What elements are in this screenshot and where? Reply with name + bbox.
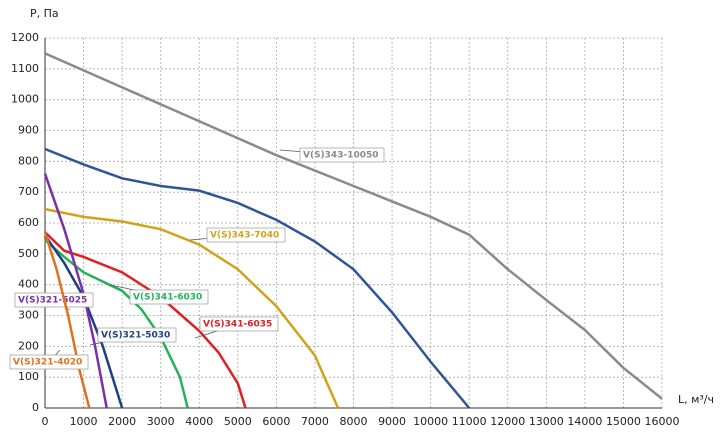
x-tick-label: 3000: [147, 415, 175, 428]
y-tick-label: 400: [18, 278, 39, 291]
y-tick-label: 900: [18, 124, 39, 137]
x-tick-label: 9000: [378, 415, 406, 428]
y-tick-label: 0: [32, 401, 39, 414]
y-tick-label: 300: [18, 309, 39, 322]
x-tick-label: 1000: [70, 415, 98, 428]
y-tick-label: 1100: [11, 62, 39, 75]
series-line: [43, 231, 91, 409]
y-tick-label: 100: [18, 370, 39, 383]
series-label: V(S)341-6030: [133, 293, 202, 303]
series-label: V(S)321-4020: [13, 358, 82, 368]
x-tick-label: 6000: [262, 415, 290, 428]
y-tick-label: 700: [18, 185, 39, 198]
x-tick-label: 5000: [224, 415, 252, 428]
y-tick-label: 1200: [11, 31, 39, 44]
x-tick-label: 12000: [490, 415, 525, 428]
x-tick-label: 10000: [413, 415, 448, 428]
label-box: [206, 227, 286, 243]
x-tick-label: 4000: [185, 415, 213, 428]
y-axis-label: P, Па: [30, 7, 59, 20]
x-tick-label: 14000: [567, 415, 602, 428]
series-label: V(S)343-7040: [210, 231, 279, 241]
x-tick-label: 15000: [606, 415, 641, 428]
y-tick-label: 500: [18, 247, 39, 260]
x-tick-label: 7000: [301, 415, 329, 428]
series-line: [44, 207, 340, 409]
series-line: [44, 52, 663, 400]
label-box: [97, 327, 177, 343]
label-box: [129, 289, 209, 305]
x-tick-label: 8000: [340, 415, 368, 428]
series-line: [44, 147, 471, 409]
series-label: V(S)343-10050: [303, 151, 379, 161]
label-box: [9, 354, 89, 370]
x-tick-label: 0: [42, 415, 49, 428]
label-box: [299, 147, 385, 163]
label-box: [199, 316, 279, 332]
y-tick-label: 200: [18, 339, 39, 352]
y-tick-label: 600: [18, 216, 39, 229]
x-tick-label: 11000: [452, 415, 487, 428]
x-tick-label: 2000: [108, 415, 136, 428]
y-tick-label: 1000: [11, 93, 39, 106]
x-tick-label: 13000: [529, 415, 564, 428]
y-tick-label: 800: [18, 154, 39, 167]
x-axis-label: L, м³/ч: [678, 393, 714, 406]
series-label: V(S)341-6035: [203, 320, 272, 330]
label-box: [14, 292, 94, 308]
x-tick-label: 16000: [645, 415, 680, 428]
series-label: V(S)321-5030: [101, 331, 170, 341]
series-line: [43, 173, 108, 409]
series-label: V(S)321-5025: [18, 296, 87, 306]
